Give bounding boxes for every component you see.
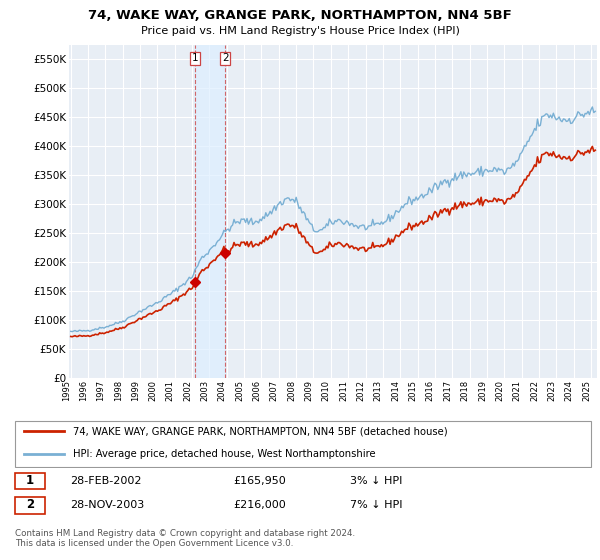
Text: 2016: 2016 xyxy=(426,380,435,401)
Text: 2023: 2023 xyxy=(547,380,556,401)
Text: 74, WAKE WAY, GRANGE PARK, NORTHAMPTON, NN4 5BF: 74, WAKE WAY, GRANGE PARK, NORTHAMPTON, … xyxy=(88,9,512,22)
Text: 1998: 1998 xyxy=(114,380,123,401)
Text: 2009: 2009 xyxy=(304,380,313,401)
Text: 2005: 2005 xyxy=(235,380,244,401)
Text: 2012: 2012 xyxy=(356,380,365,401)
Text: 7% ↓ HPI: 7% ↓ HPI xyxy=(350,500,402,510)
Text: 2018: 2018 xyxy=(461,380,470,401)
Text: 2011: 2011 xyxy=(339,380,348,401)
Text: Price paid vs. HM Land Registry's House Price Index (HPI): Price paid vs. HM Land Registry's House … xyxy=(140,26,460,36)
Text: 2: 2 xyxy=(222,53,229,63)
Text: 2017: 2017 xyxy=(443,380,452,401)
FancyBboxPatch shape xyxy=(15,473,45,489)
Text: £165,950: £165,950 xyxy=(233,475,286,486)
Text: 2014: 2014 xyxy=(391,380,400,401)
Text: 1: 1 xyxy=(26,474,34,487)
Text: 2010: 2010 xyxy=(322,380,331,401)
Text: 3% ↓ HPI: 3% ↓ HPI xyxy=(350,475,402,486)
Text: 2002: 2002 xyxy=(183,380,192,401)
Text: 2007: 2007 xyxy=(270,380,279,401)
Text: 2004: 2004 xyxy=(218,380,227,401)
Text: £216,000: £216,000 xyxy=(233,500,286,510)
Text: 2025: 2025 xyxy=(582,380,591,401)
Text: 2021: 2021 xyxy=(512,380,521,401)
Text: 1: 1 xyxy=(191,53,198,63)
Text: 1996: 1996 xyxy=(79,380,88,401)
Text: 2015: 2015 xyxy=(409,380,418,401)
Text: 2008: 2008 xyxy=(287,380,296,401)
Text: 74, WAKE WAY, GRANGE PARK, NORTHAMPTON, NN4 5BF (detached house): 74, WAKE WAY, GRANGE PARK, NORTHAMPTON, … xyxy=(73,426,448,436)
Text: 2: 2 xyxy=(26,498,34,511)
Text: 28-FEB-2002: 28-FEB-2002 xyxy=(70,475,142,486)
FancyBboxPatch shape xyxy=(15,497,45,514)
Text: Contains HM Land Registry data © Crown copyright and database right 2024.
This d: Contains HM Land Registry data © Crown c… xyxy=(15,529,355,548)
Text: 1995: 1995 xyxy=(62,380,71,401)
Text: 2003: 2003 xyxy=(200,380,209,401)
Text: 28-NOV-2003: 28-NOV-2003 xyxy=(70,500,145,510)
Text: 2013: 2013 xyxy=(374,380,383,401)
Text: 2006: 2006 xyxy=(253,380,262,401)
FancyBboxPatch shape xyxy=(15,421,591,466)
Text: 2001: 2001 xyxy=(166,380,175,401)
Text: 2022: 2022 xyxy=(530,380,539,401)
Text: 2020: 2020 xyxy=(495,380,504,401)
Text: 1997: 1997 xyxy=(97,380,106,401)
Bar xyxy=(195,45,225,378)
Text: 2024: 2024 xyxy=(565,380,574,401)
Text: HPI: Average price, detached house, West Northamptonshire: HPI: Average price, detached house, West… xyxy=(73,449,376,459)
Text: 1999: 1999 xyxy=(131,380,140,401)
Text: 2000: 2000 xyxy=(148,380,157,401)
Text: 2019: 2019 xyxy=(478,380,487,401)
